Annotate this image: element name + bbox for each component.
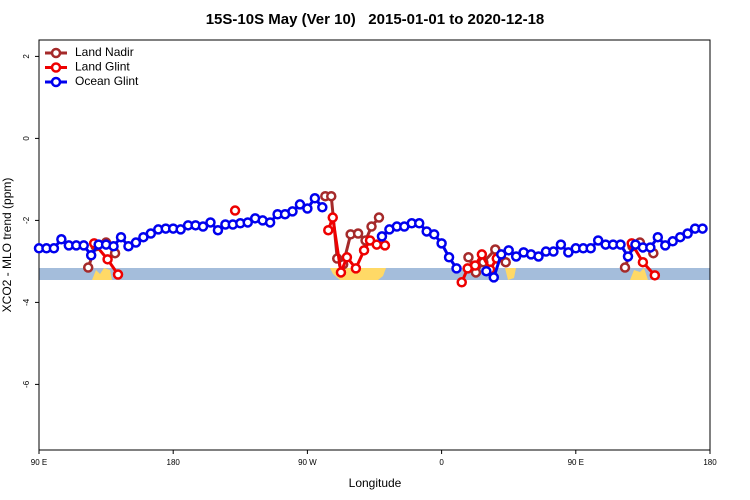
x-tick-label: 180 (703, 458, 717, 467)
land-ocean-strip (39, 268, 710, 280)
data-point (56, 234, 67, 245)
data-point (371, 239, 382, 250)
data-point (108, 240, 119, 252)
data-point (533, 251, 544, 262)
data-point (682, 228, 693, 239)
data-point (660, 240, 671, 251)
data-point (495, 249, 507, 260)
data-point (323, 224, 334, 236)
data-point (102, 254, 113, 265)
y-tick-label: -2 (22, 216, 31, 224)
data-point (649, 270, 661, 281)
data-point (341, 252, 353, 263)
data-point (456, 277, 467, 288)
data-point (652, 231, 664, 243)
data-point (667, 236, 678, 247)
data-point (229, 205, 241, 216)
data-point (563, 247, 574, 258)
data-point (85, 250, 97, 261)
data-point (130, 237, 142, 248)
legend-swatch-point (50, 47, 62, 59)
x-tick-label: 180 (167, 458, 181, 467)
y-tick-label: 0 (22, 136, 31, 141)
data-point (82, 262, 94, 273)
x-tick-label: 90 E (568, 458, 584, 467)
data-point (413, 218, 425, 229)
data-point (500, 256, 511, 268)
data-point (481, 265, 492, 277)
data-point (112, 269, 124, 280)
data-point (503, 245, 514, 256)
y-tick-label: -4 (22, 298, 31, 306)
data-point (376, 231, 388, 242)
data-point (205, 217, 216, 228)
x-tick-label: 90 E (31, 458, 47, 467)
data-point (637, 256, 649, 268)
data-point (619, 262, 631, 273)
data-point (436, 238, 447, 249)
data-point (476, 249, 488, 260)
x-tick-label: 90 W (298, 458, 317, 467)
land-shape (630, 268, 648, 280)
data-point (451, 263, 462, 274)
data-point (317, 202, 328, 213)
data-point (366, 221, 377, 232)
legend-label: Land Nadir (75, 45, 134, 59)
y-tick-label: -6 (22, 380, 31, 388)
data-point (175, 224, 186, 235)
data-point (373, 212, 385, 223)
legend-swatch-point (50, 76, 62, 88)
data-point (294, 199, 306, 210)
land-shape (505, 268, 516, 280)
legend-label: Land Glint (75, 60, 130, 74)
data-point (622, 251, 634, 262)
y-tick-label: 2 (22, 54, 31, 59)
data-point (335, 267, 347, 278)
data-point (555, 239, 567, 250)
data-point (309, 193, 321, 204)
data-point (242, 217, 254, 228)
data-point (615, 239, 626, 250)
data-point (548, 246, 559, 257)
legend-swatch-point (50, 62, 62, 73)
land-shape (92, 268, 112, 280)
data-point (302, 203, 313, 214)
x-tick-label: 0 (439, 458, 444, 467)
data-point (350, 263, 362, 274)
data-point (326, 190, 337, 202)
data-point (327, 212, 338, 223)
data-point (469, 260, 481, 271)
data-point (379, 240, 391, 251)
data-point (197, 221, 209, 232)
data-point (78, 240, 89, 251)
data-point (115, 231, 127, 243)
data-point (428, 229, 440, 240)
data-point (145, 228, 157, 239)
data-point (592, 235, 604, 246)
data-point (510, 251, 522, 262)
data-point (463, 252, 474, 263)
data-point (645, 242, 656, 253)
data-point (264, 217, 276, 228)
chart-title: 15S-10S May (Ver 10) 2015-01-01 to 2020-… (206, 11, 545, 28)
series-line (86, 194, 655, 274)
x-axis-label: Longitude (349, 476, 402, 490)
data-point (697, 223, 708, 234)
data-point (48, 243, 60, 254)
data-point (443, 252, 455, 263)
data-point (212, 224, 224, 236)
data-point (287, 206, 298, 217)
y-axis-label: XCO2 - MLO trend (ppm) (0, 178, 14, 313)
data-point (488, 272, 500, 283)
data-point (585, 243, 596, 254)
legend-label: Ocean Glint (75, 74, 139, 88)
data-point (352, 228, 364, 239)
data-point (358, 245, 370, 256)
